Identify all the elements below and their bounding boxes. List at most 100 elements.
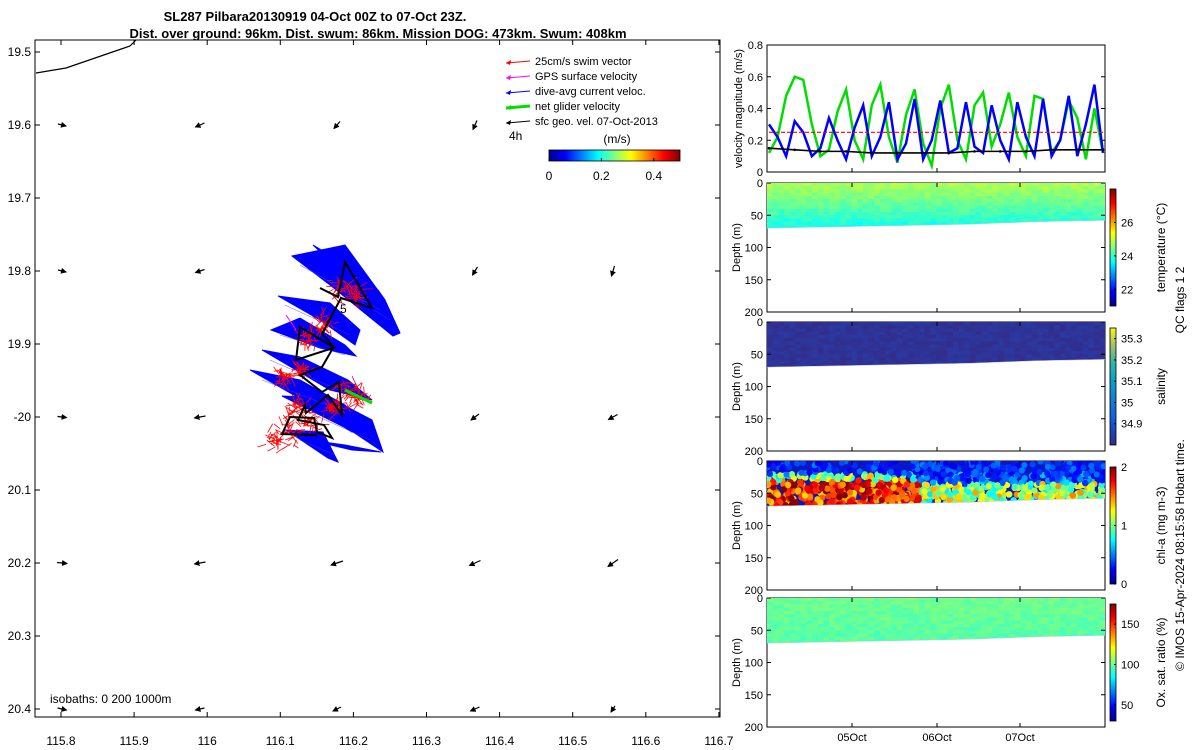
- chl-sample-surface: [1052, 470, 1059, 477]
- section-cell: [845, 633, 853, 638]
- section-cell: [862, 617, 869, 622]
- section-cell: [812, 331, 819, 336]
- section-cell: [1009, 189, 1016, 194]
- section-cell: [1009, 351, 1016, 355]
- section-cell: [817, 636, 824, 641]
- chl-sample: [834, 473, 842, 480]
- velocity-series-point: [921, 151, 925, 155]
- geo-velocity-arrow: [471, 266, 479, 276]
- section-cell: [1031, 351, 1038, 355]
- section-cell: [806, 601, 813, 606]
- section-cell: [851, 199, 858, 203]
- section-cell: [1076, 215, 1084, 220]
- section-cell: [879, 212, 886, 216]
- section-cell: [1054, 334, 1061, 339]
- section-cell: [986, 357, 993, 362]
- section-cell: [868, 195, 875, 200]
- velocity-series-line: [768, 147, 1103, 154]
- swim-vector: [287, 434, 298, 442]
- section-cell: [1099, 195, 1105, 200]
- section-cell: [879, 607, 886, 612]
- legend-arrowhead: [506, 60, 511, 65]
- section-cell: [890, 610, 898, 615]
- section-cell: [1048, 623, 1055, 628]
- section-cell: [885, 633, 892, 638]
- section-cell: [986, 633, 993, 638]
- section-cell: [857, 208, 864, 213]
- section-cell: [936, 620, 943, 625]
- section-cell: [1071, 199, 1078, 203]
- section-cell: [913, 620, 920, 625]
- chl-sample: [1067, 486, 1075, 493]
- section-cell: [885, 614, 892, 618]
- section-cell: [845, 627, 853, 631]
- section-cell: [907, 636, 915, 641]
- section-cell: [1037, 601, 1044, 606]
- section-cell: [823, 604, 830, 609]
- chl-sample: [1088, 482, 1096, 489]
- section-cell: [795, 183, 802, 187]
- section-cell: [834, 328, 841, 333]
- section-cell: [958, 357, 965, 362]
- section-cell: [868, 215, 875, 220]
- section-cell: [817, 212, 824, 216]
- section-y-axis-label: Depth (m): [731, 223, 743, 272]
- section-cell: [992, 202, 999, 207]
- section-cell: [885, 604, 892, 609]
- section-cell: [936, 357, 943, 362]
- section-cell: [930, 614, 937, 618]
- section-cell: [812, 186, 819, 191]
- swim-vector: [301, 341, 306, 346]
- section-cell: [947, 322, 954, 326]
- section-cell: [828, 363, 836, 368]
- section-cell: [823, 627, 830, 631]
- swim-vector: [282, 442, 292, 450]
- section-cell: [834, 183, 841, 187]
- section-cell: [1071, 186, 1078, 191]
- section-cell: [930, 189, 937, 194]
- section-cell: [1043, 630, 1050, 635]
- section-cell: [828, 604, 836, 609]
- section-cell: [778, 630, 785, 635]
- section-cell: [772, 325, 779, 330]
- section-cell: [1009, 601, 1016, 606]
- section-cell: [969, 186, 977, 191]
- section-cell: [997, 357, 1005, 362]
- section-cell: [1082, 215, 1089, 220]
- date-tick-label: 06Oct: [922, 732, 951, 744]
- chl-sample: [940, 484, 947, 492]
- section-cell: [997, 630, 1005, 635]
- section-cell: [812, 360, 819, 365]
- chl-sample-surface: [839, 461, 846, 466]
- section-cell: [902, 604, 909, 609]
- section-cell: [874, 627, 881, 631]
- section-cell: [851, 347, 858, 352]
- section-cell: [851, 351, 858, 355]
- section-cell: [1082, 218, 1089, 223]
- section-cell: [1043, 202, 1050, 207]
- section-cell: [795, 202, 802, 207]
- section-cell: [789, 620, 796, 625]
- qc-flags-label: QC flags 1 2: [1173, 266, 1187, 333]
- section-cell: [823, 347, 830, 352]
- section-cell: [1009, 325, 1016, 330]
- section-cell: [806, 224, 813, 229]
- section-cell: [862, 344, 869, 349]
- chl-sample-surface: [1100, 463, 1105, 470]
- section-cell: [969, 338, 977, 342]
- section-cell: [902, 636, 909, 641]
- chl-sample: [1086, 491, 1094, 498]
- section-cell: [1093, 331, 1100, 336]
- map-x-tick-label: 115.9: [120, 734, 149, 748]
- section-cell: [936, 195, 943, 200]
- section-cell: [902, 598, 909, 602]
- chl-sample: [860, 472, 868, 480]
- swim-vector: [345, 402, 351, 413]
- section-cell: [828, 208, 836, 213]
- chl-sample: [865, 488, 873, 495]
- section-cell: [1054, 620, 1061, 625]
- section-cell: [812, 183, 819, 187]
- section-cell: [879, 331, 886, 336]
- section-cell: [1043, 183, 1050, 187]
